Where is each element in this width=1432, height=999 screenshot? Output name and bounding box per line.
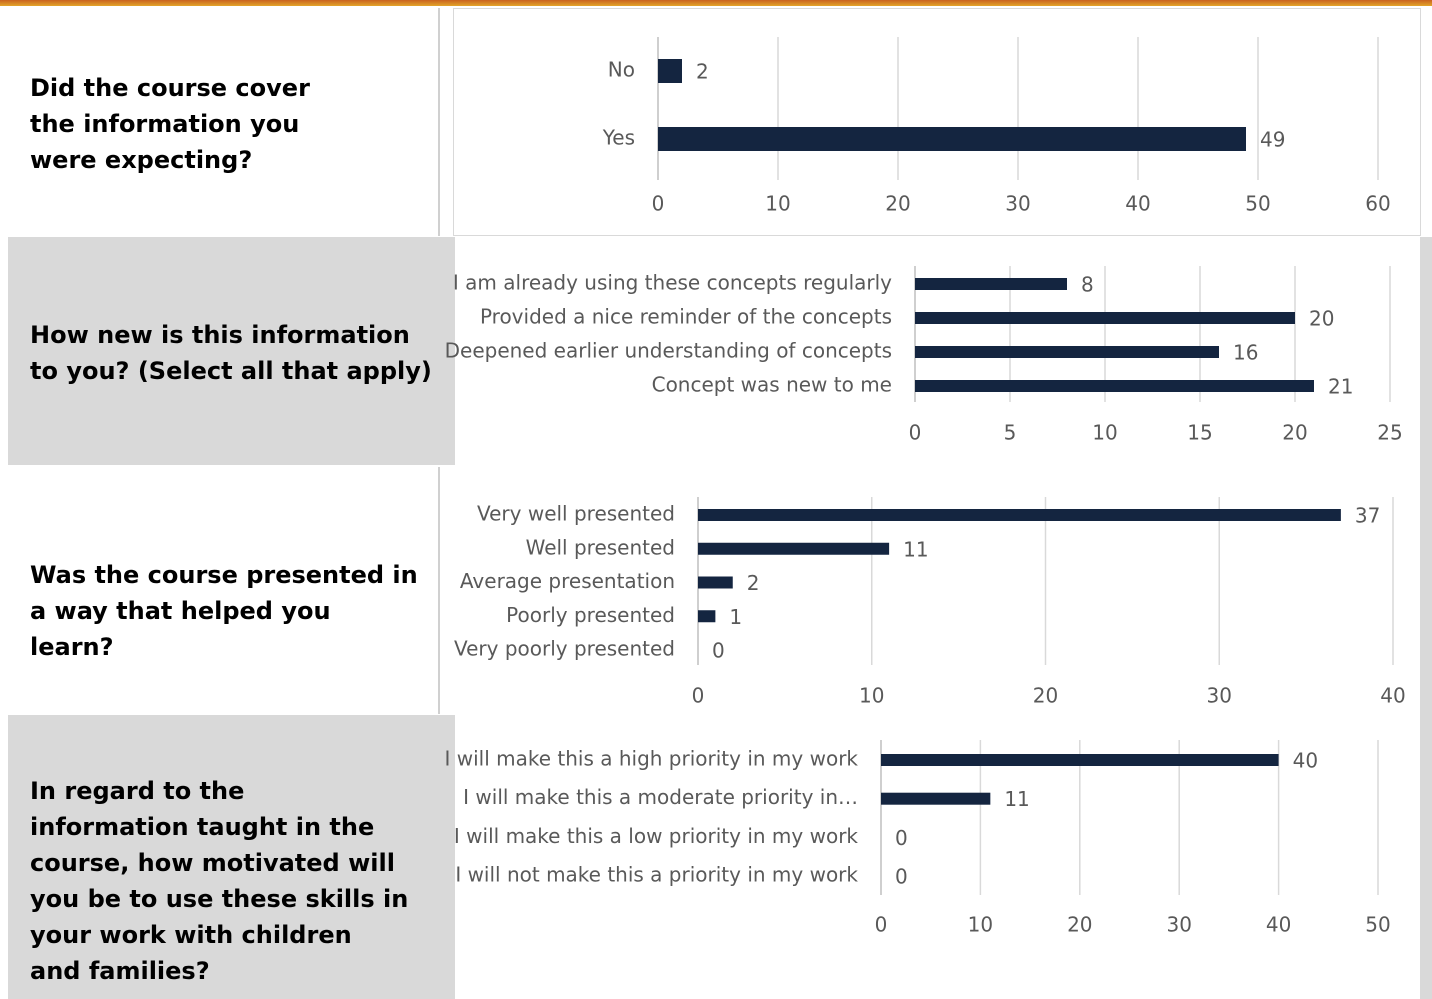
- category-label: I am already using these concepts regula…: [453, 271, 892, 295]
- category-label: Yes: [602, 126, 635, 150]
- x-tick-label: 50: [1365, 913, 1390, 937]
- category-label: Provided a nice reminder of the concepts: [480, 305, 892, 329]
- bar: [698, 509, 1341, 521]
- value-label: 49: [1260, 128, 1285, 152]
- category-label: Poorly presented: [506, 603, 675, 627]
- x-tick-label: 30: [1005, 192, 1030, 216]
- value-label: 0: [895, 865, 908, 889]
- bar: [658, 127, 1246, 151]
- x-tick-label: 50: [1245, 192, 1270, 216]
- value-label: 11: [903, 537, 928, 561]
- top-border: [0, 0, 1432, 6]
- x-tick-label: 60: [1365, 192, 1390, 216]
- question: Was the course presented in a way that h…: [30, 561, 418, 661]
- value-label: 40: [1293, 749, 1318, 773]
- x-tick-label: 0: [692, 684, 705, 708]
- bar: [915, 312, 1295, 324]
- question-cell: Did the course cover the information you…: [8, 8, 440, 236]
- question: Did the course cover the information you…: [30, 74, 310, 174]
- x-tick-label: 30: [1166, 913, 1191, 937]
- x-tick-label: 0: [909, 421, 922, 445]
- x-tick-label: 20: [1067, 913, 1092, 937]
- x-tick-label: 10: [765, 192, 790, 216]
- bar: [915, 380, 1314, 392]
- x-tick-label: 0: [875, 913, 888, 937]
- bar: [698, 542, 890, 555]
- question-cell: In regard to the information taught in t…: [8, 715, 455, 999]
- x-tick-label: 40: [1266, 913, 1291, 937]
- x-tick-label: 25: [1377, 421, 1402, 445]
- value-label: 2: [747, 571, 760, 595]
- edge: [1420, 237, 1432, 999]
- bar: [881, 754, 1279, 766]
- category-label: Concept was new to me: [652, 373, 892, 397]
- bar: [881, 792, 991, 805]
- category-label: Very poorly presented: [454, 637, 675, 661]
- bar: [658, 59, 682, 83]
- chart-frame: [453, 8, 1421, 236]
- category-label: No: [608, 58, 635, 82]
- value-label: 11: [1004, 787, 1029, 811]
- x-tick-label: 10: [1092, 421, 1117, 445]
- x-tick-label: 20: [885, 192, 910, 216]
- category-label: I will make this a moderate priority in…: [463, 785, 858, 809]
- category-label: I will make this a high priority in my w…: [444, 747, 858, 771]
- bar: [915, 346, 1219, 358]
- value-label: 20: [1309, 307, 1334, 331]
- value-label: 8: [1081, 273, 1094, 297]
- category-label: Very well presented: [477, 502, 675, 526]
- category-label: Average presentation: [460, 569, 675, 593]
- question: In regard to the information taught in t…: [30, 777, 409, 985]
- category-label: I will not make this a priority in my wo…: [455, 863, 858, 887]
- x-tick-label: 10: [968, 913, 993, 937]
- value-label: 16: [1233, 341, 1258, 365]
- value-label: 21: [1328, 375, 1353, 399]
- bar: [698, 610, 716, 623]
- x-tick-label: 5: [1004, 421, 1017, 445]
- question: How new is this information to you? (Sel…: [30, 321, 432, 385]
- x-tick-label: 0: [652, 192, 665, 216]
- x-tick-label: 20: [1282, 421, 1307, 445]
- bar: [915, 278, 1067, 290]
- x-tick-label: 20: [1033, 684, 1058, 708]
- value-label: 2: [696, 60, 709, 84]
- category-label: I will make this a low priority in my wo…: [454, 824, 858, 848]
- x-tick-label: 40: [1125, 192, 1150, 216]
- question-cell: How new is this information to you? (Sel…: [8, 237, 455, 465]
- x-tick-label: 30: [1207, 684, 1232, 708]
- value-label: 0: [895, 826, 908, 850]
- bar: [698, 576, 733, 589]
- x-tick-label: 40: [1380, 684, 1405, 708]
- x-tick-label: 15: [1187, 421, 1212, 445]
- question-cell: Was the course presented in a way that h…: [8, 467, 440, 714]
- value-label: 0: [712, 639, 725, 663]
- value-label: 1: [729, 605, 742, 629]
- value-label: 37: [1355, 504, 1380, 528]
- category-label: Deepened earlier understanding of concep…: [445, 339, 892, 363]
- category-label: Well presented: [526, 535, 675, 559]
- x-tick-label: 10: [859, 684, 884, 708]
